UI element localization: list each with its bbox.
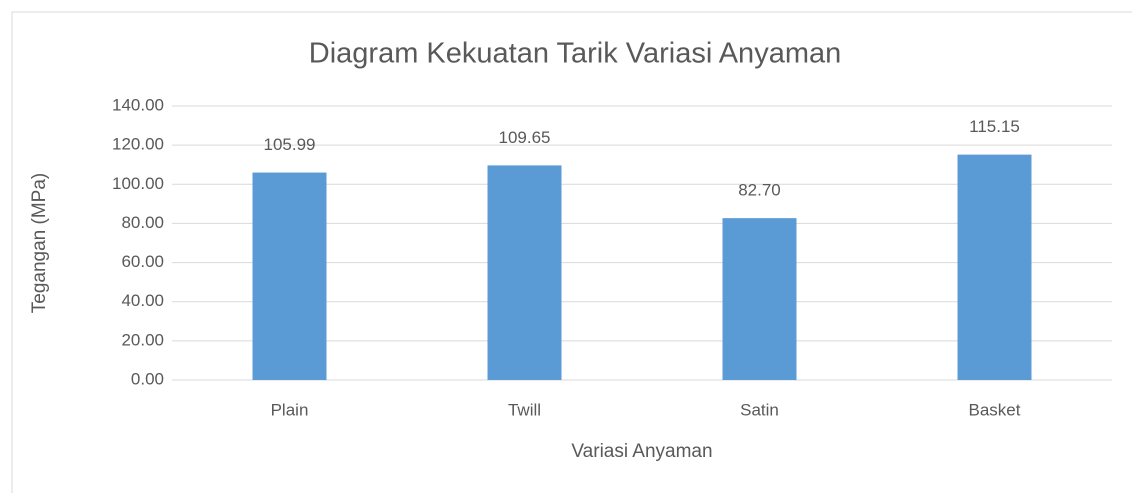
x-axis-title: Variasi Anyaman [571, 441, 712, 462]
x-tick-label: Basket [969, 400, 1021, 419]
y-tick-label: 100.00 [112, 174, 164, 193]
x-tick-label: Plain [271, 400, 309, 419]
bar [252, 172, 327, 380]
y-axis-title: Tegangan (MPa) [29, 173, 50, 313]
data-label: 109.65 [499, 128, 551, 147]
bar [722, 218, 797, 380]
bar [487, 165, 562, 380]
chart-title: Diagram Kekuatan Tarik Variasi Anyaman [309, 38, 841, 70]
y-tick-label: 40.00 [121, 291, 164, 310]
y-tick-label: 80.00 [121, 213, 164, 232]
y-tick-label: 120.00 [112, 135, 164, 154]
data-label: 105.99 [264, 135, 316, 154]
chart-frame [11, 11, 1132, 493]
y-tick-label: 0.00 [131, 369, 164, 388]
data-label: 82.70 [738, 181, 781, 200]
y-tick-label: 140.00 [112, 95, 164, 114]
y-tick-label: 60.00 [121, 252, 164, 271]
x-tick-label: Satin [740, 400, 779, 419]
x-tick-label: Twill [508, 400, 541, 419]
bar [957, 154, 1032, 380]
y-tick-label: 20.00 [121, 330, 164, 349]
data-label: 115.15 [969, 117, 1020, 136]
